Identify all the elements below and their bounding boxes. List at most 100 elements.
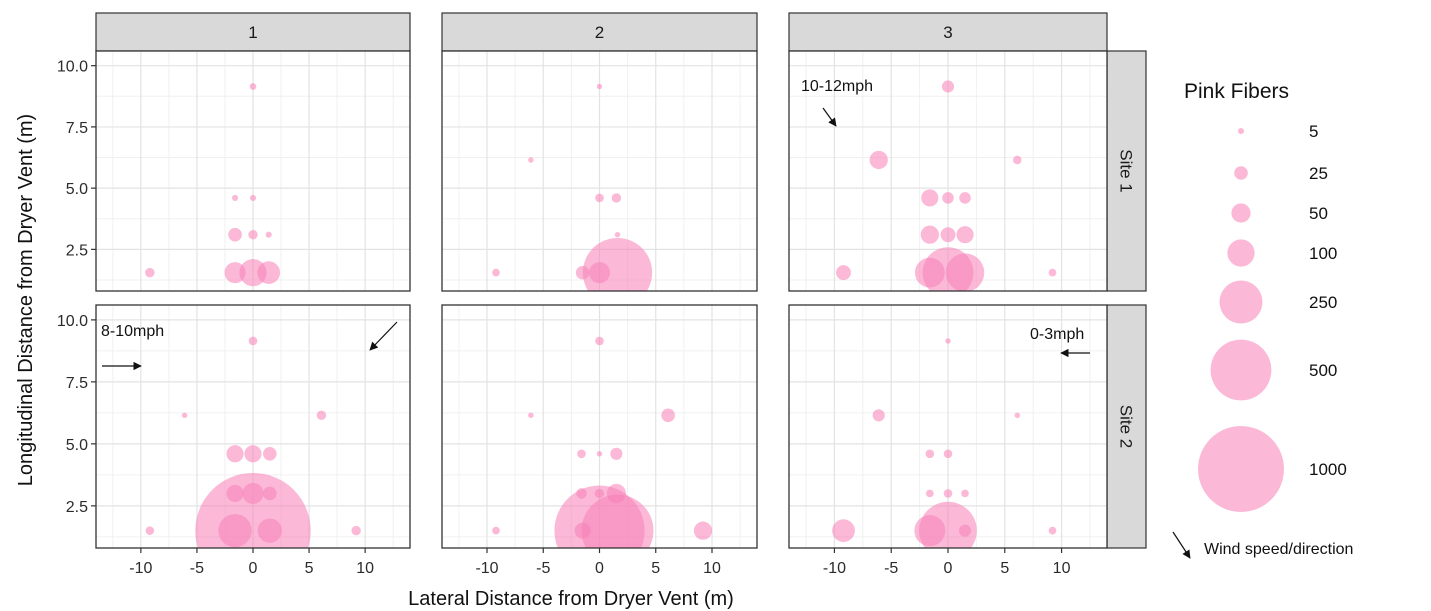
legend-key-circle <box>1227 239 1255 267</box>
bubble-point <box>528 412 534 419</box>
legend-key-circle <box>1231 203 1251 223</box>
facet-row-label: Site 1 <box>1117 149 1136 192</box>
bubble-point <box>919 501 977 548</box>
bubble-point <box>943 449 953 459</box>
bubble-point <box>611 193 622 203</box>
bubble-point <box>1048 526 1057 535</box>
bubble-point <box>940 227 956 243</box>
bubble-point <box>872 409 885 422</box>
bubble-point <box>596 83 603 90</box>
bubble-point <box>1014 412 1020 419</box>
bubble-point <box>610 447 623 460</box>
facet-row-label: Site 2 <box>1117 405 1136 448</box>
y-tick-label: 7.5 <box>66 120 88 137</box>
bubble-point <box>232 194 239 201</box>
bubble-point <box>958 524 972 537</box>
x-tick-label: -10 <box>475 560 498 577</box>
legend-key-circle <box>1234 166 1248 180</box>
bubble-point <box>224 262 246 284</box>
x-tick-label: 10 <box>703 560 721 577</box>
wind-speed-label: 8-10mph <box>101 323 164 340</box>
y-tick-label: 10.0 <box>57 59 88 76</box>
bubble-point <box>257 518 282 543</box>
bubble-point <box>836 265 851 281</box>
bubble-point <box>249 83 257 90</box>
x-axis-title: Lateral Distance from Dryer Vent (m) <box>408 588 734 610</box>
bubble-point <box>226 445 244 463</box>
panel-border <box>441 50 758 292</box>
bubble-point <box>228 227 242 242</box>
y-tick-label: 5.0 <box>66 437 88 454</box>
x-tick-label: 5 <box>305 560 314 577</box>
y-tick-label: 7.5 <box>66 375 88 392</box>
bubble-point <box>582 237 653 291</box>
bubble-point <box>351 525 361 536</box>
legend-entry-label: 5 <box>1309 122 1318 141</box>
facet-strip-row <box>1106 304 1147 549</box>
bubble-point <box>945 338 951 344</box>
bubble-point <box>959 192 971 204</box>
bubble-point <box>1048 268 1057 277</box>
bubble-point <box>945 253 985 291</box>
legend-key-circle <box>1198 426 1284 512</box>
wind-arrow-icon <box>369 321 398 351</box>
wind-speed-label: 10-12mph <box>801 78 873 95</box>
x-tick-label: 10 <box>356 560 374 577</box>
x-tick-label: 5 <box>651 560 660 577</box>
y-tick-label: 10.0 <box>57 313 88 330</box>
wind-note-label: Wind speed/direction <box>1204 541 1353 558</box>
bubble-point <box>596 451 603 457</box>
bubble-point <box>145 267 155 278</box>
bubble-point <box>921 189 939 207</box>
legend-key-circle <box>1210 339 1272 401</box>
points-layer <box>145 83 281 287</box>
wind-speed-label: 0-3mph <box>1030 326 1084 343</box>
x-tick-label: 0 <box>249 560 258 577</box>
bubble-point <box>248 229 258 240</box>
legend-entry-label: 250 <box>1309 293 1337 312</box>
bubble-point <box>595 193 604 203</box>
points-layer <box>492 336 713 548</box>
x-tick-label: -5 <box>536 560 550 577</box>
facet-panel <box>788 304 1108 549</box>
x-tick-label: 0 <box>595 560 604 577</box>
bubble-point <box>693 521 713 540</box>
x-tick-label: 5 <box>1000 560 1009 577</box>
bubble-point <box>920 225 939 244</box>
bubble-point <box>956 226 974 244</box>
bubble-point <box>528 157 534 163</box>
bubble-point <box>942 192 954 204</box>
facet-strip-column-2 <box>441 12 758 52</box>
facet-strip-row <box>1106 50 1147 292</box>
points-layer <box>832 338 1057 548</box>
bubble-point <box>492 268 500 277</box>
bubble-point <box>249 194 257 201</box>
legend-key-circle <box>1237 127 1245 135</box>
bubble-point <box>661 408 675 423</box>
x-tick-label: -5 <box>190 560 204 577</box>
facet-panel <box>441 50 758 292</box>
bubble-point <box>943 489 953 498</box>
points-layer <box>145 336 361 548</box>
y-tick-label: 5.0 <box>66 181 88 198</box>
bubble-point <box>941 80 955 93</box>
facet-panel <box>441 304 758 549</box>
bubble-point <box>492 526 500 535</box>
bubble-point <box>869 150 888 170</box>
x-tick-label: -5 <box>884 560 898 577</box>
legend-title: Pink Fibers <box>1184 80 1289 103</box>
bubble-point <box>925 489 934 498</box>
wind-arrow-icon <box>822 107 837 127</box>
legend-entry-label: 1000 <box>1309 460 1347 479</box>
y-tick-label: 2.5 <box>66 242 88 259</box>
bubble-point <box>263 446 277 461</box>
facet-strip-column-1 <box>95 12 411 52</box>
bubble-point <box>925 449 935 459</box>
y-axis-title: Longitudinal Distance from Dryer Vent (m… <box>15 114 37 486</box>
bubble-point <box>248 336 258 346</box>
bubble-point <box>595 336 604 346</box>
legend-entry-label: 50 <box>1309 204 1328 223</box>
x-tick-label: -10 <box>129 560 152 577</box>
bubble-point <box>614 231 621 238</box>
